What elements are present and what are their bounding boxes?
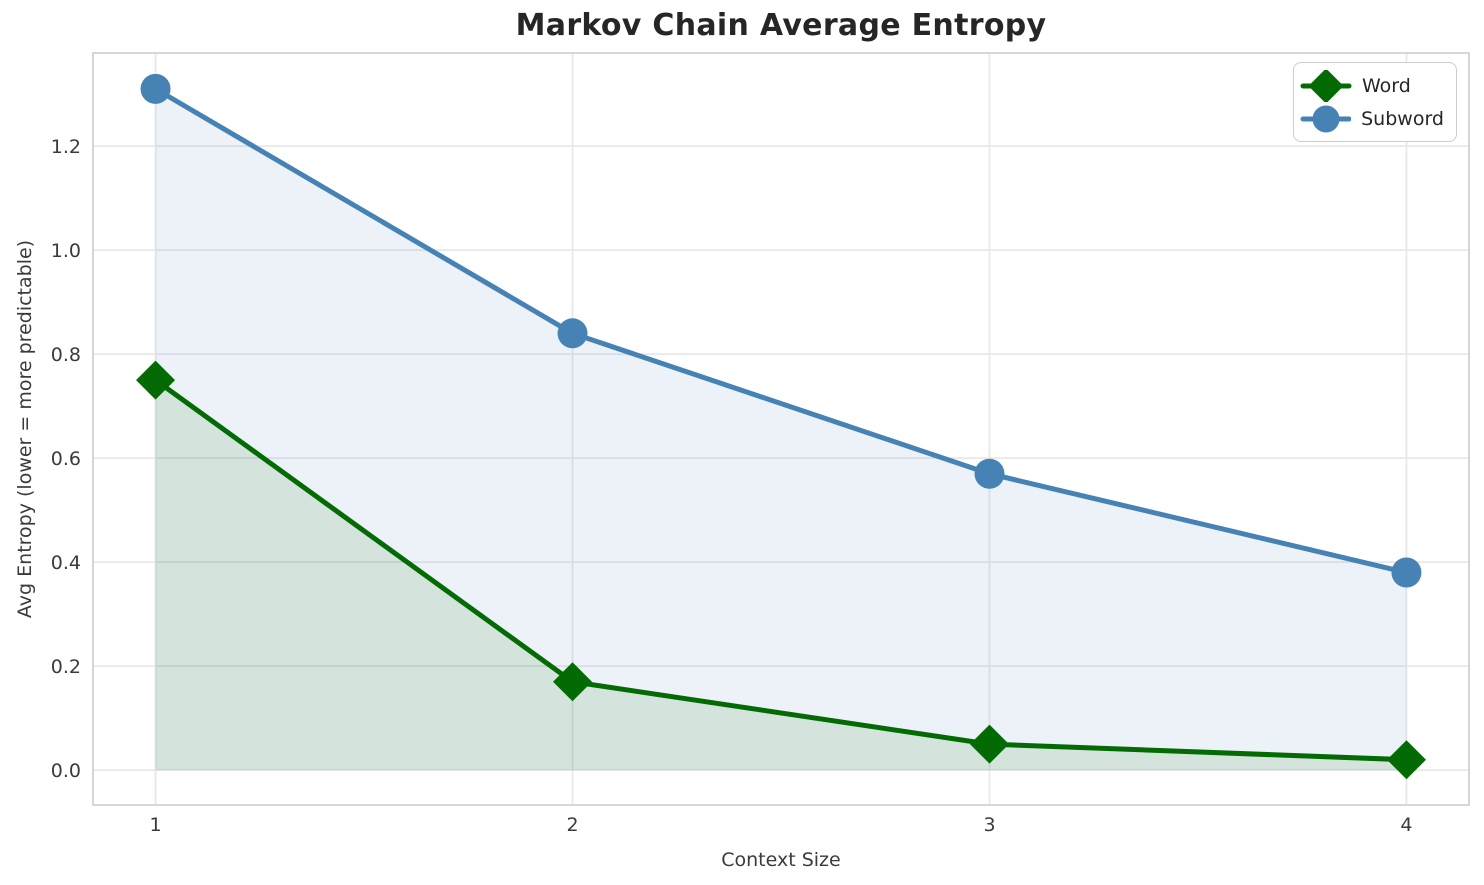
data-point-word-3 (969, 724, 1009, 764)
y-tick-label-0.6: 0.6 (51, 448, 81, 470)
area-fill-subword (155, 88, 1407, 771)
chart-title: Markov Chain Average Entropy (515, 8, 1047, 43)
series-line-word (153, 377, 1409, 763)
y-tick-label-0.8: 0.8 (51, 344, 81, 366)
data-point-subword-4 (1391, 557, 1422, 588)
area-fill-word (155, 380, 1407, 771)
legend-label-subword: Subword (1361, 107, 1444, 130)
data-point-subword-2 (557, 318, 588, 349)
x-tick-label-3: 3 (983, 814, 995, 836)
y-axis-label: Avg Entropy (lower = more predictable) (14, 239, 36, 619)
legend: Word Subword (1293, 62, 1457, 142)
x-tick-label-4: 4 (1400, 814, 1412, 836)
y-tick-label-1.2: 1.2 (51, 136, 81, 158)
series-line-subword (153, 86, 1409, 576)
y-tick-label-0.4: 0.4 (51, 552, 81, 574)
plot-border (92, 52, 1470, 806)
diamond-marker-icon (1300, 69, 1352, 102)
y-tick-label-0.2: 0.2 (51, 656, 81, 678)
data-point-subword-3 (974, 458, 1005, 489)
legend-item-word: Word (1300, 69, 1444, 102)
data-point-word-2 (553, 662, 593, 702)
legend-label-word: Word (1362, 74, 1411, 97)
legend-item-subword: Subword (1300, 103, 1444, 134)
data-point-word-1 (136, 360, 176, 400)
y-tick-label-0.0: 0.0 (51, 760, 81, 782)
circle-marker-icon (1300, 105, 1352, 132)
y-tick-label-1.0: 1.0 (51, 240, 81, 262)
series-subword (140, 73, 1422, 588)
data-point-subword-1 (140, 73, 171, 104)
series-word (136, 360, 1426, 780)
x-tick-label-2: 2 (566, 814, 578, 836)
x-tick-label-1: 1 (149, 814, 161, 836)
x-axis-label: Context Size (721, 849, 841, 871)
data-point-word-4 (1386, 740, 1426, 780)
